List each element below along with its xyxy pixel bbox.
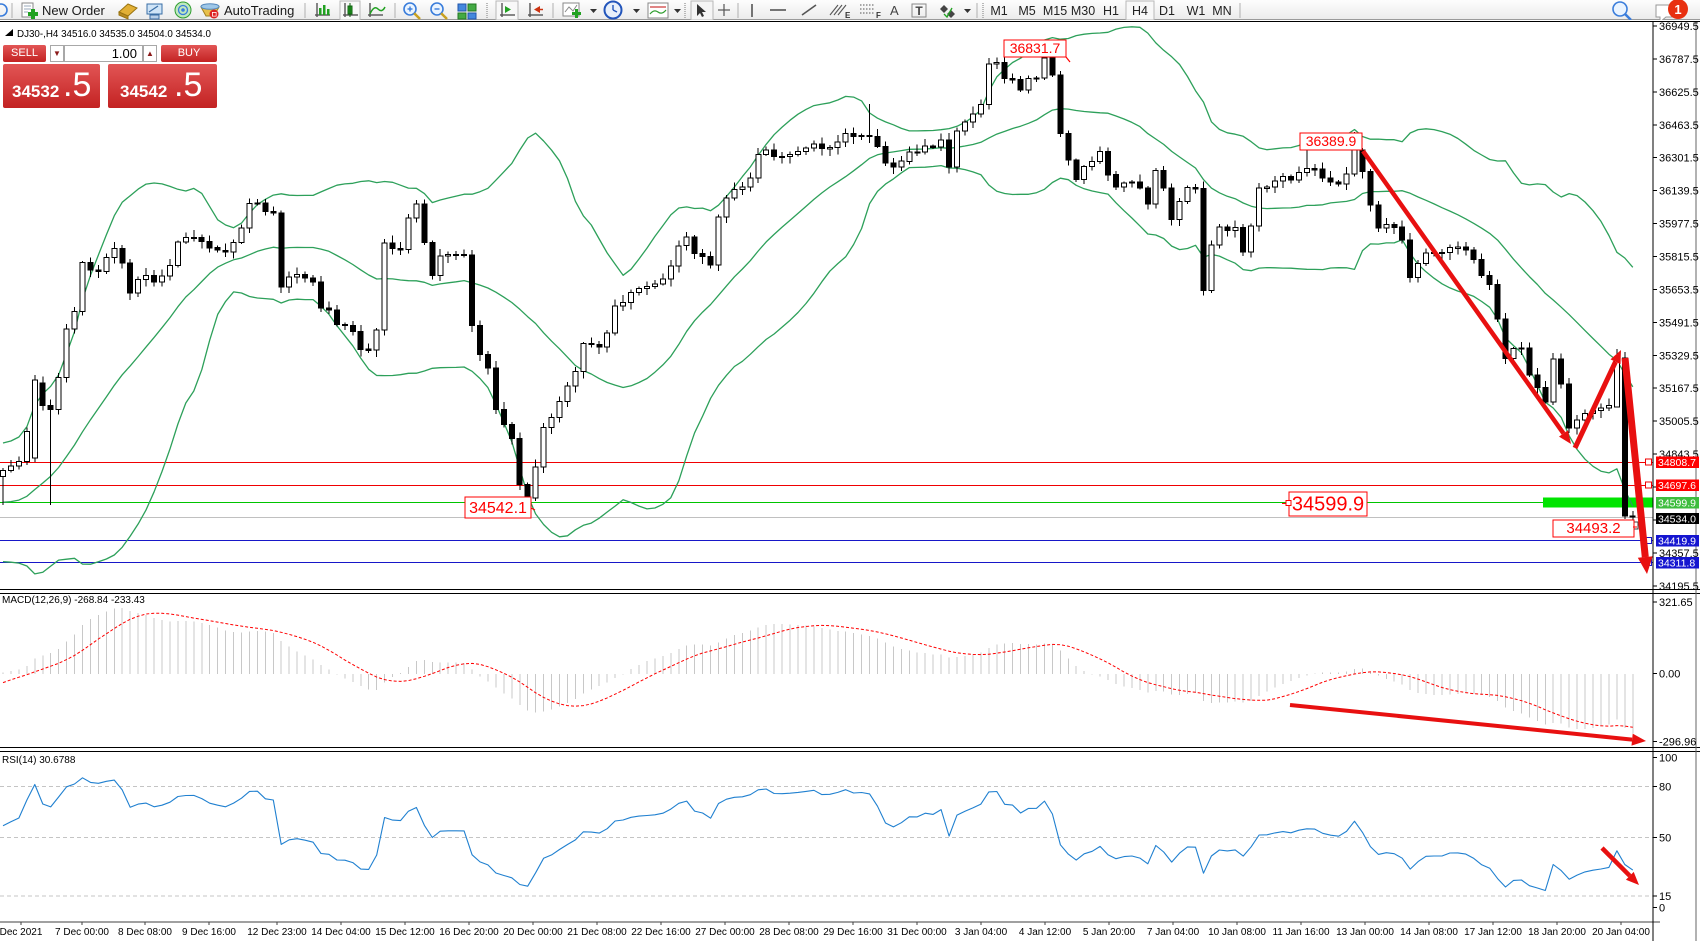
svg-text:15 Dec 12:00: 15 Dec 12:00 (375, 927, 435, 938)
svg-text:DJ30-,H4 34516.0 34535.0 3450: DJ30-,H4 34516.0 34535.0 34504.0 34534.0 (17, 29, 211, 40)
svg-text:35329.5: 35329.5 (1659, 350, 1699, 362)
svg-text:20 Jan 04:00: 20 Jan 04:00 (1592, 927, 1650, 938)
svg-text:36463.5: 36463.5 (1659, 120, 1699, 132)
svg-text:A: A (890, 3, 899, 18)
svg-text:W1: W1 (1187, 4, 1206, 18)
svg-text:New Order: New Order (42, 3, 106, 18)
svg-text:34311.8: 34311.8 (1658, 558, 1695, 570)
svg-text:21 Dec 08:00: 21 Dec 08:00 (567, 927, 627, 938)
svg-text:35977.5: 35977.5 (1659, 219, 1699, 231)
svg-text:11 Jan 16:00: 11 Jan 16:00 (1272, 927, 1330, 938)
svg-text:H1: H1 (1103, 4, 1119, 18)
svg-text:20 Dec 00:00: 20 Dec 00:00 (503, 927, 563, 938)
svg-text:36831.7: 36831.7 (1010, 40, 1061, 56)
svg-text:34697.6: 34697.6 (1658, 480, 1696, 492)
svg-text:34808.7: 34808.7 (1658, 457, 1696, 469)
svg-text:100: 100 (1659, 753, 1677, 765)
svg-text:14 Dec 04:00: 14 Dec 04:00 (311, 927, 371, 938)
svg-text:5 Jan 20:00: 5 Jan 20:00 (1083, 927, 1136, 938)
svg-text:0: 0 (1659, 903, 1665, 915)
svg-text:36625.5: 36625.5 (1659, 87, 1699, 99)
svg-text:-296.96: -296.96 (1659, 737, 1696, 749)
svg-text:H4: H4 (1132, 4, 1148, 18)
svg-text:34534.0: 34534.0 (1658, 513, 1696, 525)
svg-text:35491.5: 35491.5 (1659, 317, 1699, 329)
svg-text:7 Dec 00:00: 7 Dec 00:00 (55, 927, 109, 938)
svg-text:18 Jan 20:00: 18 Jan 20:00 (1528, 927, 1586, 938)
svg-text:29 Dec 16:00: 29 Dec 16:00 (823, 927, 883, 938)
svg-text:34419.9: 34419.9 (1658, 536, 1696, 548)
svg-text:4 Jan 12:00: 4 Jan 12:00 (1019, 927, 1072, 938)
svg-text:34599.9: 34599.9 (1658, 498, 1696, 510)
svg-text:D1: D1 (1159, 4, 1175, 18)
svg-text:36139.5: 36139.5 (1659, 186, 1699, 198)
svg-text:34542.1: 34542.1 (469, 500, 527, 517)
svg-text:80: 80 (1659, 782, 1671, 794)
svg-text:31 Dec 00:00: 31 Dec 00:00 (887, 927, 947, 938)
svg-text:0.00: 0.00 (1659, 669, 1680, 681)
svg-text:34493.2: 34493.2 (1566, 520, 1620, 537)
svg-text:3 Jan 04:00: 3 Jan 04:00 (955, 927, 1008, 938)
svg-text:MACD(12,26,9) -268.84 -233.43: MACD(12,26,9) -268.84 -233.43 (2, 595, 145, 606)
svg-text:7 Jan 04:00: 7 Jan 04:00 (1147, 927, 1200, 938)
svg-text:16 Dec 20:00: 16 Dec 20:00 (439, 927, 499, 938)
svg-text:10 Jan 08:00: 10 Jan 08:00 (1208, 927, 1266, 938)
svg-text:13 Jan 00:00: 13 Jan 00:00 (1336, 927, 1394, 938)
svg-text:T: T (915, 4, 923, 18)
svg-text:9 Dec 16:00: 9 Dec 16:00 (182, 927, 236, 938)
svg-text:RSI(14) 30.6788: RSI(14) 30.6788 (2, 755, 76, 766)
svg-text:321.65: 321.65 (1659, 597, 1693, 609)
svg-text:AutoTrading: AutoTrading (224, 3, 294, 18)
svg-text:35005.5: 35005.5 (1659, 416, 1699, 428)
svg-text:M5: M5 (1018, 4, 1035, 18)
svg-text:8 Dec 08:00: 8 Dec 08:00 (118, 927, 172, 938)
svg-text:50: 50 (1659, 832, 1671, 844)
svg-text:14 Jan 08:00: 14 Jan 08:00 (1400, 927, 1458, 938)
svg-text:35653.5: 35653.5 (1659, 284, 1699, 296)
svg-text:34195.5: 34195.5 (1659, 581, 1699, 593)
svg-text:1: 1 (1674, 2, 1681, 17)
svg-text:34599.9: 34599.9 (1292, 493, 1364, 515)
svg-text:28 Dec 08:00: 28 Dec 08:00 (759, 927, 819, 938)
svg-text:15: 15 (1659, 891, 1671, 903)
svg-text:M30: M30 (1071, 4, 1095, 18)
svg-text:M15: M15 (1043, 4, 1067, 18)
svg-text:35815.5: 35815.5 (1659, 252, 1699, 264)
svg-text:36389.9: 36389.9 (1306, 133, 1357, 149)
svg-text:12 Dec 23:00: 12 Dec 23:00 (247, 927, 307, 938)
svg-text:F: F (876, 11, 881, 20)
svg-text:36949.5: 36949.5 (1659, 22, 1699, 33)
svg-text:35167.5: 35167.5 (1659, 383, 1699, 395)
svg-text:22 Dec 16:00: 22 Dec 16:00 (631, 927, 691, 938)
svg-text:36301.5: 36301.5 (1659, 153, 1699, 165)
svg-text:27 Dec 00:00: 27 Dec 00:00 (695, 927, 755, 938)
svg-text:M1: M1 (990, 4, 1007, 18)
svg-text:36787.5: 36787.5 (1659, 54, 1699, 66)
svg-text:17 Jan 12:00: 17 Jan 12:00 (1464, 927, 1522, 938)
svg-text:Dec 2021: Dec 2021 (0, 927, 43, 938)
svg-text:MN: MN (1212, 4, 1231, 18)
svg-text:E: E (845, 11, 851, 20)
